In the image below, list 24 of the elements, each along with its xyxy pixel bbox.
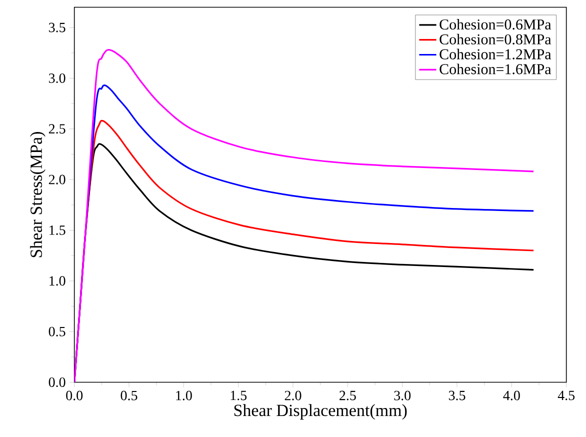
y-tick-label: 1.0 bbox=[50, 276, 66, 286]
x-tick-label: 4.0 bbox=[503, 390, 520, 400]
y-tick-label: 0.0 bbox=[48, 378, 66, 388]
y-tick-label: 1.5 bbox=[50, 226, 66, 235]
y-axis-title: Shear Stress(MPa) bbox=[30, 132, 46, 258]
x-tick-label: 3.5 bbox=[448, 390, 466, 400]
y-tick-label: 2.5 bbox=[48, 124, 66, 134]
y-tick-label: 0.5 bbox=[48, 326, 66, 336]
legend-label: Cohesion=1.6MPa bbox=[440, 64, 552, 74]
x-tick-label: 2.0 bbox=[284, 390, 302, 400]
x-tick-label: 3.0 bbox=[394, 390, 411, 400]
x-tick-label: 0.0 bbox=[66, 390, 83, 400]
y-tick-label: 3.5 bbox=[48, 22, 66, 32]
legend-label: Cohesion=1.2MPa bbox=[440, 48, 552, 60]
x-tick-label: 4.5 bbox=[558, 390, 575, 400]
x-tick-label: 1.5 bbox=[230, 390, 247, 400]
x-tick-label: 0.5 bbox=[120, 390, 138, 400]
x-axis-title: Shear Displacement(mm) bbox=[234, 404, 407, 420]
x-tick-label: 2.5 bbox=[340, 390, 356, 400]
legend-label: Cohesion=0.8MPa bbox=[440, 34, 552, 45]
x-tick-label: 1.0 bbox=[176, 390, 192, 400]
legend-label: Cohesion=0.6MPa bbox=[440, 18, 552, 30]
y-tick-label: 2.0 bbox=[48, 174, 66, 184]
y-tick-label: 3.0 bbox=[48, 73, 66, 83]
